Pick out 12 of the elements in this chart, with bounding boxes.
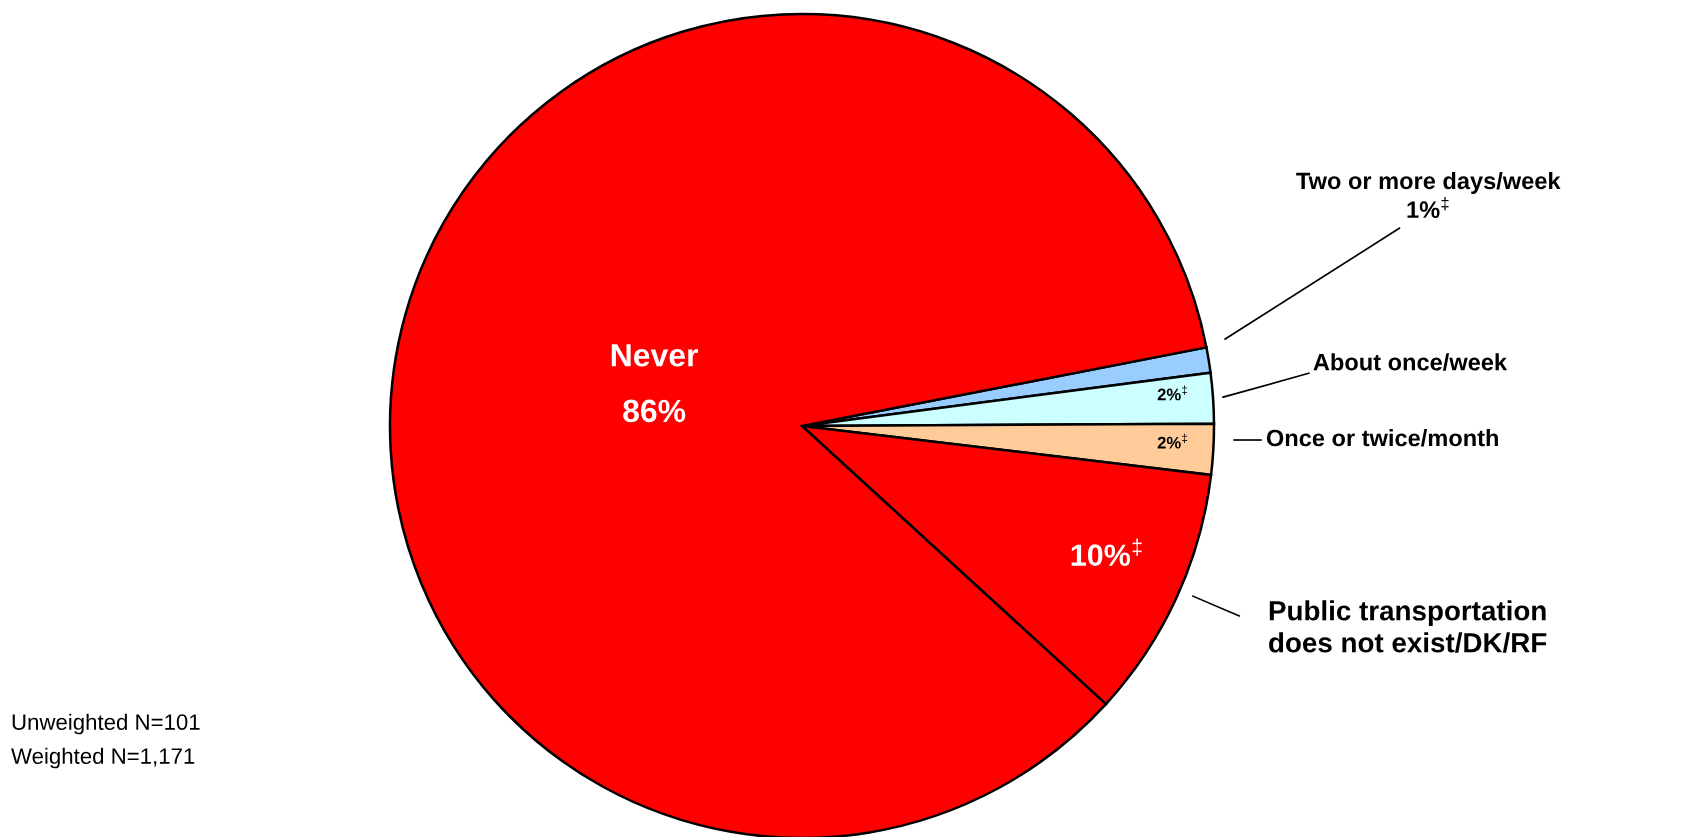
slice-label: Once or twice/month (1266, 429, 1498, 447)
slice-label: Two or more days/week (1296, 171, 1561, 194)
text: Unweighted N=101 (12, 713, 200, 735)
slice-label: About once/week (1313, 353, 1508, 371)
text: Weighted N=1,171 (11, 747, 195, 769)
data-label: 10%$^{‡}$ (1071, 538, 1142, 566)
data-label: 2%$^{‡}$ (1157, 385, 1188, 401)
slice-label: Public transportation does not exist/DK/RF (1269, 600, 1547, 653)
data-label: 86% (623, 399, 686, 423)
slice-label: Never (611, 344, 699, 367)
data-label: 1%$^{‡}$ (1407, 197, 1449, 218)
data-label: 2%$^{‡}$ (1157, 433, 1188, 449)
